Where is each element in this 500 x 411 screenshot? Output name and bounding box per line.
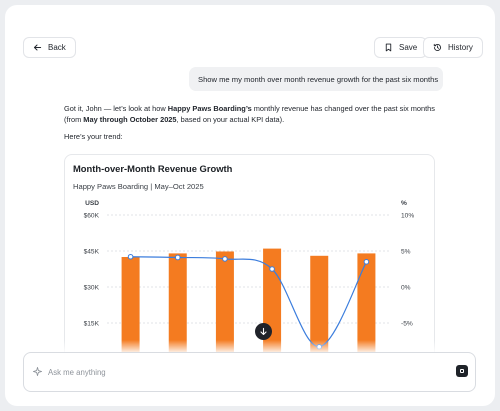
right-axis-label: % [401, 200, 407, 207]
history-label: History [448, 43, 473, 52]
history-button[interactable]: History [423, 37, 483, 58]
growth-line [130, 256, 367, 348]
left-tick-label: $15K [84, 320, 100, 327]
reply-text-2: monthly revenue has changed over the pas… [64, 104, 435, 124]
history-icon [433, 43, 441, 51]
back-label: Back [48, 43, 66, 52]
left-tick-label: $60K [84, 212, 100, 219]
content-fade [5, 340, 495, 354]
stop-icon [460, 369, 464, 373]
reply-company: Happy Paws Boarding’s [167, 104, 252, 113]
growth-point [127, 253, 134, 260]
user-message-bubble: Show me my month over month revenue grow… [189, 67, 443, 91]
growth-point [174, 254, 181, 261]
bookmark-icon [385, 43, 392, 52]
right-tick-label: -5% [401, 320, 413, 327]
scroll-down-button[interactable] [255, 323, 272, 340]
right-tick-label: 10% [401, 212, 414, 219]
left-axis-label: USD [85, 200, 99, 207]
right-tick-label: 5% [401, 248, 411, 255]
growth-point [269, 266, 275, 272]
reply-text-1: Got it, John — let’s look at how [64, 104, 168, 113]
save-button[interactable]: Save [374, 37, 428, 58]
arrow-down-icon [260, 327, 267, 336]
reply-period: May through October 2025 [83, 115, 177, 124]
left-tick-label: $45K [84, 248, 100, 255]
user-message-text: Show me my month over month revenue grow… [198, 74, 439, 84]
reply-intro: Got it, John — let’s look at how Happy P… [64, 103, 444, 125]
growth-point [222, 256, 228, 262]
arrow-left-icon [33, 44, 42, 51]
growth-point [363, 259, 370, 265]
chart-subtitle: Happy Paws Boarding | May–Oct 2025 [73, 182, 204, 191]
back-button[interactable]: Back [23, 37, 76, 58]
chat-window: Back Save History Show me my month over … [5, 5, 495, 406]
chat-input[interactable] [48, 363, 428, 381]
reply-text-3: , based on your actual KPI data). [176, 115, 285, 124]
sparkle-icon [32, 366, 43, 377]
right-tick-label: 0% [401, 284, 411, 291]
reply-trend-line: Here’s your trend: [64, 132, 123, 141]
save-label: Save [399, 43, 418, 52]
stop-button[interactable] [456, 365, 468, 377]
assistant-reply: Got it, John — let’s look at how Happy P… [64, 103, 444, 142]
chat-composer [23, 352, 476, 392]
chart-title: Month-over-Month Revenue Growth [73, 163, 233, 174]
revenue-chart-card: Month-over-Month Revenue Growth Happy Pa… [64, 154, 435, 374]
left-tick-label: $30K [84, 284, 100, 291]
